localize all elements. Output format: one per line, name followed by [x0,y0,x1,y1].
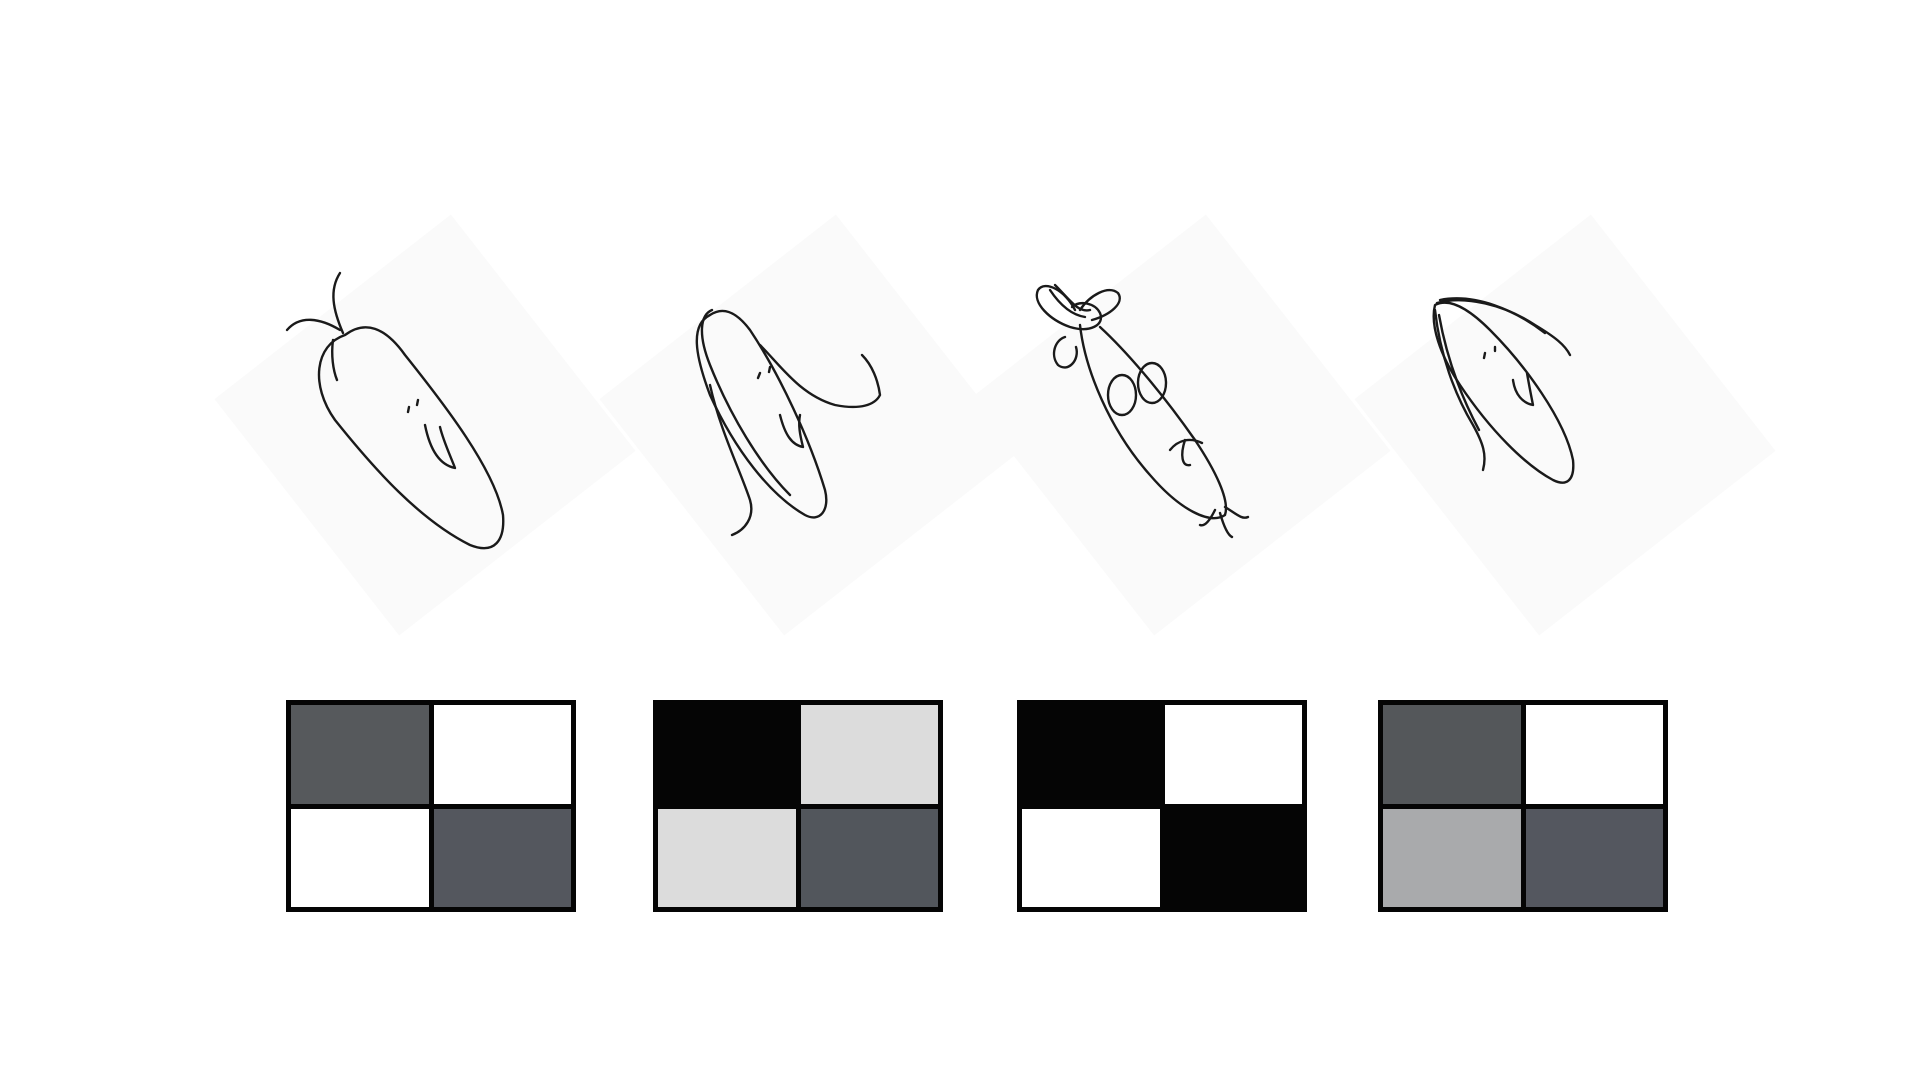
grid-1-cell-bottom-right [433,808,571,907]
grid-2-cell-bottom-left [658,808,796,907]
grid-4-cell-top-right [1525,705,1663,804]
sketch-2 [599,214,1021,636]
grid-1 [286,700,576,912]
grid-1-cell-top-left [291,705,429,804]
grid-4-cell-bottom-left [1383,808,1521,907]
grid-1-cell-bottom-left [291,808,429,907]
grid-3-cell-bottom-right [1164,808,1302,907]
grid-2-cell-bottom-right [800,808,938,907]
grid-4-cell-bottom-right [1525,808,1663,907]
grid-4 [1378,700,1668,912]
winged-creature-sketch-icon [599,214,1021,636]
grid-3-cell-top-right [1164,705,1302,804]
long-haired-creature-sketch-icon [1354,214,1776,636]
sketch-3 [969,214,1391,636]
grid-2-cell-top-left [658,705,796,804]
bunny-creature-sketch-icon [969,214,1391,636]
grid-2 [653,700,943,912]
grid-1-cell-top-right [433,705,571,804]
grid-4-cell-top-left [1383,705,1521,804]
grid-3-cell-bottom-left [1022,808,1160,907]
sketch-1 [214,214,636,636]
grid-2-cell-top-right [800,705,938,804]
sketch-4 [1354,214,1776,636]
grid-3 [1017,700,1307,912]
grid-3-cell-top-left [1022,705,1160,804]
leaf-creature-sketch-icon [214,214,636,636]
